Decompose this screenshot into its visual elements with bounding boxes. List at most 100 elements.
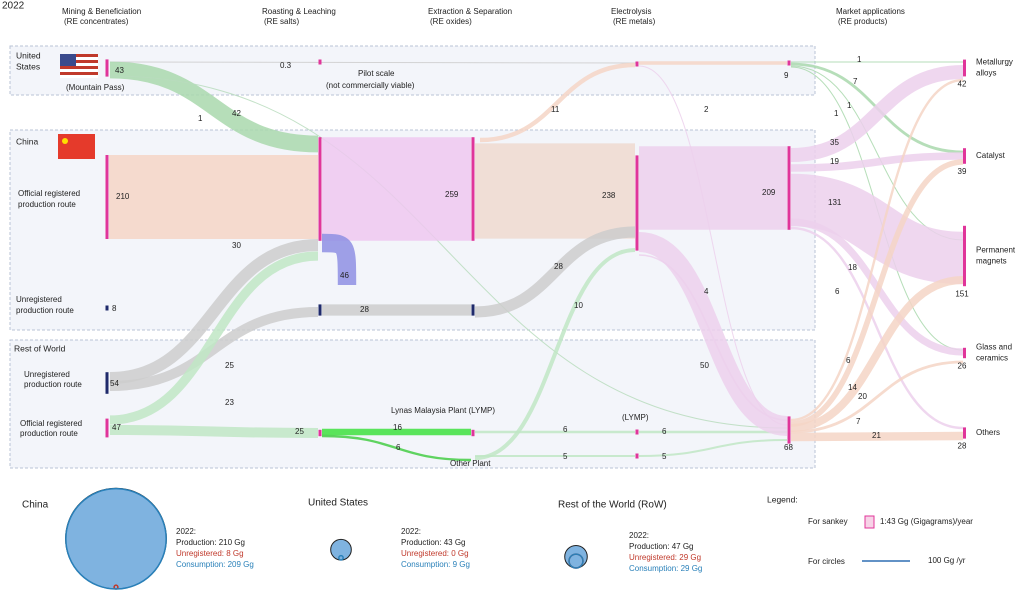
flow	[109, 251, 319, 425]
product-bar	[963, 148, 966, 164]
annotation: Lynas Malaysia Plant (LYMP)	[391, 406, 495, 415]
flow-label: 238	[602, 191, 616, 200]
stage-title: Market applications	[836, 7, 905, 16]
product-value: 28	[958, 442, 967, 451]
flow	[790, 173, 964, 285]
stage-title: Extraction & Separation	[428, 7, 512, 16]
flow	[109, 75, 788, 429]
node-bar	[635, 155, 639, 251]
route-label: Official registered	[18, 189, 80, 198]
annotation: Other Plant	[450, 459, 491, 468]
stage-title: Electrolysis	[611, 7, 651, 16]
stats-year: 2022:	[401, 527, 421, 536]
node-bar	[635, 429, 639, 435]
node-bar	[471, 137, 475, 241]
flow	[479, 62, 636, 143]
legend-label: For sankey	[808, 517, 848, 526]
flow-label: 10	[574, 301, 583, 310]
product-name: Metallurgy	[976, 58, 1013, 67]
flow-label: 30	[232, 241, 241, 250]
region-circle	[330, 538, 352, 561]
node-bar	[787, 60, 791, 66]
stage-subtitle: (RE products)	[838, 17, 888, 26]
region-circle	[564, 544, 588, 569]
product-bar	[963, 347, 966, 359]
flow	[321, 434, 472, 462]
flow-label: 6	[835, 287, 840, 296]
flow	[109, 61, 638, 64]
legend-label: 1:43 Gg (Gigagrams)/year	[880, 517, 973, 526]
node-bar	[318, 137, 322, 241]
flow-label: 7	[856, 417, 861, 426]
flow	[321, 233, 357, 286]
annotation: Pilot scale	[358, 69, 395, 78]
node-bar	[318, 429, 322, 437]
flow-label: 20	[858, 392, 867, 401]
stage-subtitle: (RE oxides)	[430, 17, 472, 26]
flow-label: 4	[704, 287, 709, 296]
stats-line: Consumption: 29 Gg	[629, 564, 702, 573]
flow-label: 8	[112, 304, 117, 313]
flow	[109, 61, 319, 153]
product-name: Permanent	[976, 246, 1016, 255]
flow-label: 2	[704, 105, 709, 114]
flow-label: 1	[198, 114, 203, 123]
flow	[790, 152, 964, 172]
stats-line: Consumption: 209 Gg	[176, 560, 254, 569]
product-name: Glass and	[976, 343, 1012, 352]
flow-label: 42	[232, 109, 241, 118]
legend-swatch	[864, 515, 875, 529]
flow-label: 47	[112, 423, 121, 432]
stage-subtitle: (RE salts)	[264, 17, 299, 26]
flow	[474, 248, 636, 460]
flow-label: 35	[830, 138, 839, 147]
node-bar	[471, 429, 475, 437]
flow	[790, 226, 964, 430]
stats-line: Unregistered: 0 Gg	[401, 549, 469, 558]
product-name: alloys	[976, 69, 996, 78]
flow-label: 131	[828, 198, 842, 207]
stats-line: Production: 47 Gg	[629, 542, 693, 551]
stats-line: Consumption: 9 Gg	[401, 560, 470, 569]
region-circle	[568, 553, 584, 569]
region-circle	[338, 554, 344, 561]
flow-label: 19	[830, 157, 839, 166]
flow-label: 25	[225, 361, 234, 370]
legend-label: For circles	[808, 557, 845, 566]
flow-label: 259	[445, 190, 459, 199]
node-bar	[318, 304, 322, 316]
flow-label: 7	[853, 77, 858, 86]
flow-label: 1	[834, 109, 839, 118]
flow-label: 25	[295, 427, 304, 436]
node-bar	[105, 305, 109, 311]
node-bar	[635, 453, 639, 459]
region-circle	[65, 487, 167, 590]
region-box	[9, 339, 816, 469]
flow-label: 9	[784, 71, 789, 80]
legend-label: 100 Gg /yr	[928, 556, 966, 565]
flow-label: 5	[563, 452, 568, 461]
stage-title: Roasting & Leaching	[262, 7, 336, 16]
flow	[790, 360, 964, 434]
flow	[790, 276, 964, 432]
product-name: Catalyst	[976, 151, 1006, 160]
flow-label: 28	[554, 262, 563, 271]
flow	[474, 226, 636, 318]
route-label: production route	[24, 380, 82, 389]
flow-label: 46	[340, 271, 349, 280]
node-bar	[105, 418, 109, 438]
stats-line: Unregistered: 8 Gg	[176, 549, 244, 558]
region-label: States	[16, 61, 40, 71]
flow-label: 68	[784, 443, 793, 452]
node-bar	[318, 59, 322, 65]
flow-label: 14	[848, 383, 857, 392]
node-bar	[787, 146, 791, 230]
flow-label: 54	[110, 379, 119, 388]
flow-label: 16	[393, 423, 402, 432]
stage-subtitle: (RE metals)	[613, 17, 656, 26]
legend-title: Legend:	[767, 494, 798, 504]
route-label: Official registered	[20, 419, 82, 428]
region-label: Rest of World	[14, 343, 66, 353]
stage-title: Mining & Beneficiation	[62, 7, 141, 16]
